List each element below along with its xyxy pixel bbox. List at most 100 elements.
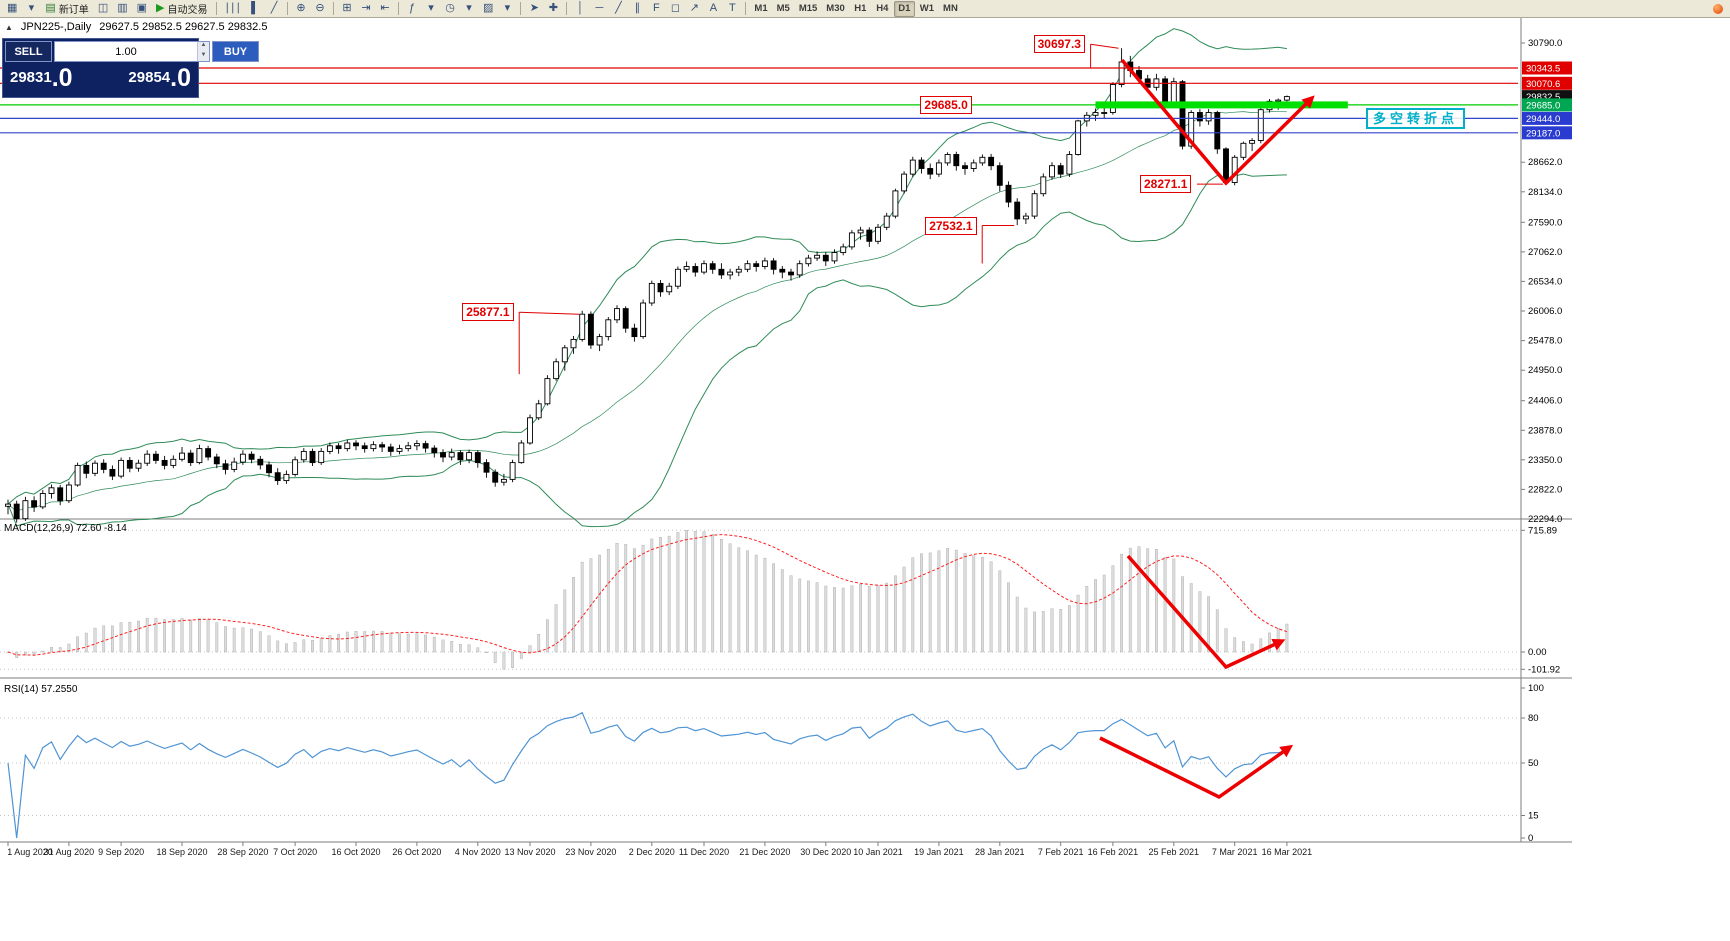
price-annotation[interactable]: 25877.1 [462,303,514,322]
terminal-icon[interactable]: ▣ [133,1,151,17]
tf-h4-button[interactable]: H4 [872,1,893,17]
crosshair-icon[interactable]: ✚ [544,1,562,17]
price-annotation[interactable]: 29685.0 [920,95,972,114]
autotrading-button-label: 自动交易 [167,5,208,16]
svg-text:9 Sep 2020: 9 Sep 2020 [98,847,144,857]
tf-w1-button[interactable]: W1 [916,1,938,17]
indicators-icon[interactable]: ƒ [403,1,421,17]
navigator-icon[interactable]: ▥ [113,1,131,17]
periods-dropdown-icon[interactable]: ▾ [460,1,478,17]
tf-m15-button[interactable]: M15 [795,1,821,17]
tile-windows-icon[interactable]: ⊞ [338,1,356,17]
autotrading-button-glyph: ▶ [156,2,165,14]
vertical-line-icon[interactable]: │ [571,1,589,17]
volume-field[interactable]: ▲ ▼ [54,41,210,62]
chart-dropdown-icon[interactable]: ▾ [22,1,40,17]
volume-input[interactable] [55,42,197,61]
trend-arrow-macd[interactable] [1126,554,1286,670]
tf-m1-button[interactable]: M1 [750,1,771,17]
volume-spinner[interactable]: ▲ ▼ [197,42,209,61]
svg-text:2 Dec 2020: 2 Dec 2020 [629,847,675,857]
vertical-line-icon-glyph: │ [576,2,584,14]
volume-decrease-icon[interactable]: ▼ [198,51,209,61]
cursor-icon[interactable]: ➤ [525,1,543,17]
one-click-collapse-icon[interactable]: ▲ [5,22,13,32]
text-label-icon[interactable]: T [723,1,741,17]
indicators-dropdown-icon[interactable]: ▾ [422,1,440,17]
crosshair-icon-glyph: ✚ [548,2,559,14]
trendline-icon[interactable]: ╱ [609,1,627,17]
navigator-icon-glyph: ▥ [117,2,128,14]
zoom-out-icon[interactable]: ⊖ [311,1,329,17]
tf-m15-button-label: M15 [798,3,818,14]
svg-text:18 Sep 2020: 18 Sep 2020 [156,847,207,857]
chart-symbol-label: JPN225-,Daily [20,21,92,33]
price-annotation[interactable]: 28271.1 [1140,175,1192,194]
notifications-icon-glyph [1713,3,1723,14]
sell-button[interactable]: SELL [5,41,52,62]
turning-point-note[interactable]: 多空转折点 [1366,108,1466,129]
templates-dropdown-icon[interactable]: ▾ [498,1,516,17]
macd-panel: 715.89 0.00 -101.92 MACD(12,26,9) 72.60 -8.… [0,523,1560,675]
svg-text:7 Oct 2020: 7 Oct 2020 [273,847,317,857]
tf-m5-button[interactable]: M5 [773,1,794,17]
svg-text:0.00: 0.00 [1528,647,1547,658]
toolbar: ▦ ▾ ▤ 新订单 ◫ ▥ ▣ ▶ 自动交易 ∣∣∣ ▌ ╱ ⊕ ⊖ ⊞ ⇥ ⇤ ƒ ▾ ◷ ▾ ▨ ▾ ➤ ✚ │ ─ ╱ ∥ F ◻ ↗ A… [0,0,1730,18]
buy-button[interactable]: BUY [212,41,259,62]
autotrading-button[interactable]: ▶ 自动交易 [152,1,211,17]
toolbar-separator [566,2,568,15]
new-chart-icon-glyph: ▦ [7,2,18,14]
horizontal-line-icon[interactable]: ─ [590,1,608,17]
equidistant-channel-icon[interactable]: ∥ [628,1,646,17]
line-chart-icon[interactable]: ╱ [265,1,283,17]
shapes-icon[interactable]: ◻ [666,1,684,17]
notifications-icon[interactable] [1709,1,1727,17]
text-icon[interactable]: A [704,1,722,17]
svg-text:10 Jan 2021: 10 Jan 2021 [853,847,903,857]
new-chart-icon[interactable]: ▦ [3,1,21,17]
zoom-in-icon[interactable]: ⊕ [292,1,310,17]
svg-text:28 Sep 2020: 28 Sep 2020 [217,847,268,857]
charts-grid-icon[interactable]: ◫ [94,1,112,17]
candlestick-chart-icon[interactable]: ▌ [246,1,264,17]
arrows-icon[interactable]: ↗ [685,1,703,17]
tf-d1-button-label: D1 [898,3,911,14]
candles [5,48,1290,523]
fibonacci-icon[interactable]: F [647,1,665,17]
svg-text:26534.0: 26534.0 [1528,276,1562,287]
svg-text:26 Oct 2020: 26 Oct 2020 [392,847,441,857]
trend-arrow-main[interactable] [1120,58,1315,186]
indicators-icon-glyph: ƒ [408,2,416,14]
templates-icon[interactable]: ▨ [479,1,497,17]
svg-text:23350.0: 23350.0 [1528,455,1562,466]
svg-text:-101.92: -101.92 [1528,664,1560,675]
annotation-connectors [518,43,1223,375]
support-zone-band[interactable] [1095,101,1348,109]
tf-m30-button[interactable]: M30 [822,1,848,17]
price-level-lines[interactable] [0,67,1518,134]
new-order-button[interactable]: ▤ 新订单 [41,1,92,17]
shapes-icon-glyph: ◻ [670,2,680,14]
tf-mn-button-label: MN [943,3,958,14]
price-annotation[interactable]: 27532.1 [925,216,977,235]
svg-text:30070.6: 30070.6 [1526,79,1560,90]
chart-shift-icon[interactable]: ⇤ [376,1,394,17]
svg-text:30790.0: 30790.0 [1528,38,1562,49]
candlestick-chart-icon-glyph: ▌ [251,2,259,14]
trend-arrows[interactable] [1099,58,1315,800]
svg-text:19 Jan 2021: 19 Jan 2021 [914,847,964,857]
tf-h1-button[interactable]: H1 [850,1,871,17]
svg-text:28662.0: 28662.0 [1528,157,1562,168]
tf-mn-button[interactable]: MN [939,1,962,17]
text-icon-glyph: A [709,2,718,14]
line-chart-icon-glyph: ╱ [270,2,278,14]
volume-increase-icon[interactable]: ▲ [198,42,209,52]
periods-icon[interactable]: ◷ [441,1,459,17]
trend-arrow-rsi[interactable] [1099,736,1294,800]
svg-text:7 Feb 2021: 7 Feb 2021 [1038,847,1084,857]
auto-scroll-icon[interactable]: ⇥ [357,1,375,17]
tf-d1-button[interactable]: D1 [893,0,915,17]
price-annotation[interactable]: 30697.3 [1033,35,1085,54]
bar-chart-icon[interactable]: ∣∣∣ [221,1,246,17]
